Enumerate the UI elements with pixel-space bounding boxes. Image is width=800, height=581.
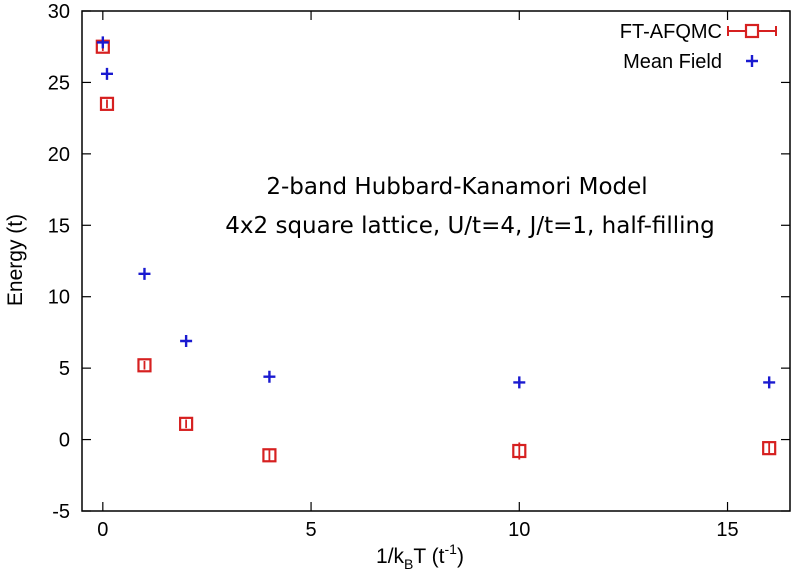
x-axis-title: 1/kBT (t-1) bbox=[376, 541, 464, 572]
mean-field-point bbox=[513, 376, 526, 389]
legend-label: FT-AFQMC bbox=[620, 21, 722, 43]
y-tick-label: 20 bbox=[48, 144, 70, 166]
ft-afqmc-point bbox=[512, 443, 527, 459]
x-tick-label: 10 bbox=[508, 519, 530, 541]
x-axis-title-main: 1/k bbox=[376, 545, 405, 568]
x-axis-title-end: ) bbox=[457, 545, 464, 568]
chart-annotation-line-1: 2-band Hubbard-Kanamori Model bbox=[266, 174, 647, 200]
ft-afqmc-point bbox=[179, 416, 194, 431]
x-tick-label: 5 bbox=[305, 519, 316, 541]
x-axis-title-superscript: -1 bbox=[445, 541, 458, 557]
y-axis-title: Energy (t) bbox=[4, 214, 27, 306]
ft-afqmc-point bbox=[137, 358, 152, 373]
ft-afqmc-point bbox=[762, 441, 777, 456]
y-tick-label: 0 bbox=[59, 430, 70, 452]
mean-field-point bbox=[263, 370, 276, 383]
plot-area-border bbox=[81, 10, 791, 512]
axis-tick-labels: -5 0 5 10 15 20 25 30 0 5 10 15 bbox=[48, 1, 739, 541]
chart-annotation-line-2: 4x2 square lattice, U/t=4, J/t=1, half-f… bbox=[225, 213, 714, 239]
y-tick-label: 25 bbox=[48, 72, 70, 94]
mean-field-point bbox=[763, 376, 776, 389]
y-tick-label: -5 bbox=[52, 501, 70, 523]
y-tick-label: 5 bbox=[59, 358, 70, 380]
x-tick-label: 15 bbox=[716, 519, 738, 541]
mean-field-point bbox=[100, 67, 113, 80]
mean-field-point bbox=[138, 267, 151, 280]
y-tick-label: 30 bbox=[48, 1, 70, 23]
x-axis-title-subscript: B bbox=[404, 556, 413, 572]
legend: FT-AFQMC Mean Field bbox=[620, 21, 777, 73]
data-points bbox=[95, 36, 777, 463]
y-tick-label: 10 bbox=[48, 287, 70, 309]
x-tick-label: 0 bbox=[97, 519, 108, 541]
plot-frame bbox=[81, 10, 791, 512]
y-tick-label: 15 bbox=[48, 215, 70, 237]
legend-square-marker bbox=[744, 23, 760, 39]
x-axis-title-middle: T (t bbox=[413, 545, 444, 568]
axis-ticks bbox=[82, 10, 790, 512]
mean-field-point bbox=[96, 36, 109, 49]
ft-afqmc-point bbox=[262, 448, 277, 463]
ft-afqmc-point bbox=[99, 96, 115, 111]
mean-field-point bbox=[180, 335, 193, 347]
legend-plus-marker bbox=[746, 55, 758, 67]
legend-label: Mean Field bbox=[623, 51, 722, 73]
